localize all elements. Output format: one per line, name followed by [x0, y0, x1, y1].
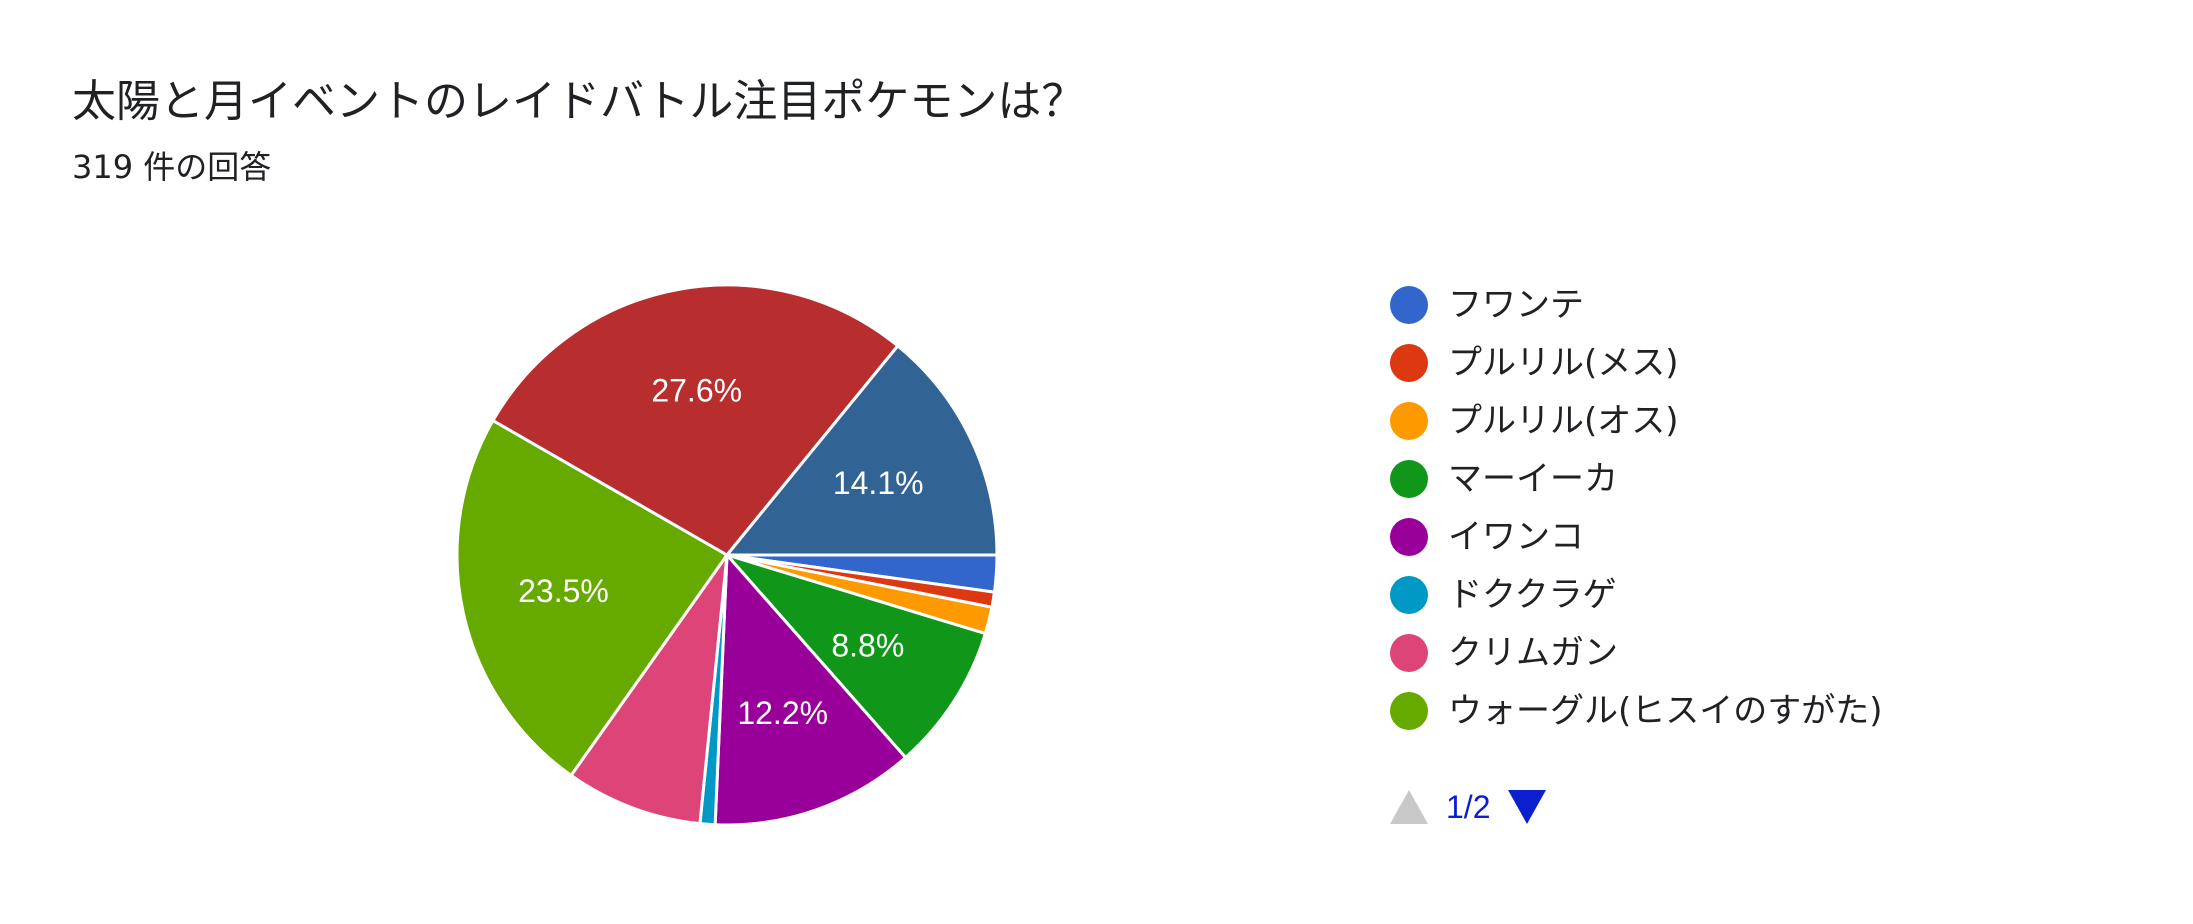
legend-label: ウォーグル(ヒスイのすがた) [1448, 691, 1883, 731]
legend-item[interactable]: クリムガン [1390, 624, 1883, 682]
legend-label: フワンテ [1448, 285, 1584, 325]
chart-title: 太陽と月イベントのレイドバトル注目ポケモンは？ [72, 76, 1086, 127]
legend-color-swatch [1390, 402, 1428, 440]
legend-item[interactable]: イワンコ [1390, 508, 1883, 566]
pie-slice[interactable] [455, 418, 730, 778]
slice-percentage-label: 8.8% [831, 628, 904, 664]
slice-percentage-label: 23.5% [518, 573, 609, 609]
legend-item[interactable]: プルリル(メス) [1390, 334, 1883, 392]
legend-item[interactable]: プルリル(オス) [1390, 392, 1883, 450]
legend-color-swatch [1390, 344, 1428, 382]
legend-color-swatch [1390, 692, 1428, 730]
legend-pager: 1/2 [1390, 785, 1547, 829]
legend-item[interactable]: フワンテ [1390, 276, 1883, 334]
previous-page-icon[interactable] [1390, 790, 1428, 824]
pie-chart: 8.8%12.2% 23.5% 27.6% 14.1% [455, 283, 999, 827]
pie-slice[interactable] [713, 551, 908, 827]
pie-slice[interactable] [490, 283, 900, 557]
legend-label: マーイーカ [1448, 459, 1618, 499]
slice-percentage-label: 14.1% [833, 465, 924, 501]
pie-slices [455, 283, 999, 827]
pie-slice[interactable] [722, 552, 988, 760]
legend-color-swatch [1390, 518, 1428, 556]
legend-color-swatch [1390, 576, 1428, 614]
legend-item[interactable]: ウォーグル(ヒスイのすがた) [1390, 682, 1883, 740]
slice-percentage-label: 12.2% [737, 695, 828, 731]
pie-labels: 8.8%12.2% 23.5% 27.6% 14.1% [518, 372, 923, 731]
legend-color-swatch [1390, 634, 1428, 672]
pie-slice[interactable] [723, 343, 999, 557]
legend-label: プルリル(メス) [1448, 343, 1679, 383]
legend-color-swatch [1390, 460, 1428, 498]
legend: フワンテプルリル(メス) プルリル(オス) マーイーカイワンコドククラゲクリムガンウ… [1390, 276, 1883, 740]
legend-item[interactable]: マーイーカ [1390, 450, 1883, 508]
legend-label: プルリル(オス) [1448, 401, 1679, 441]
page-indicator: 1/2 [1446, 788, 1491, 825]
legend-label: ドククラゲ [1448, 575, 1617, 615]
pie-slice[interactable] [568, 549, 730, 826]
slice-percentage-label: 27.6% [651, 372, 742, 408]
legend-item[interactable]: ドククラゲ [1390, 566, 1883, 624]
next-page-icon[interactable] [1508, 790, 1547, 824]
legend-label: イワンコ [1448, 517, 1584, 557]
legend-label: クリムガン [1448, 633, 1618, 673]
legend-color-swatch [1390, 286, 1428, 324]
response-count: 319 件の回答 [72, 148, 272, 186]
